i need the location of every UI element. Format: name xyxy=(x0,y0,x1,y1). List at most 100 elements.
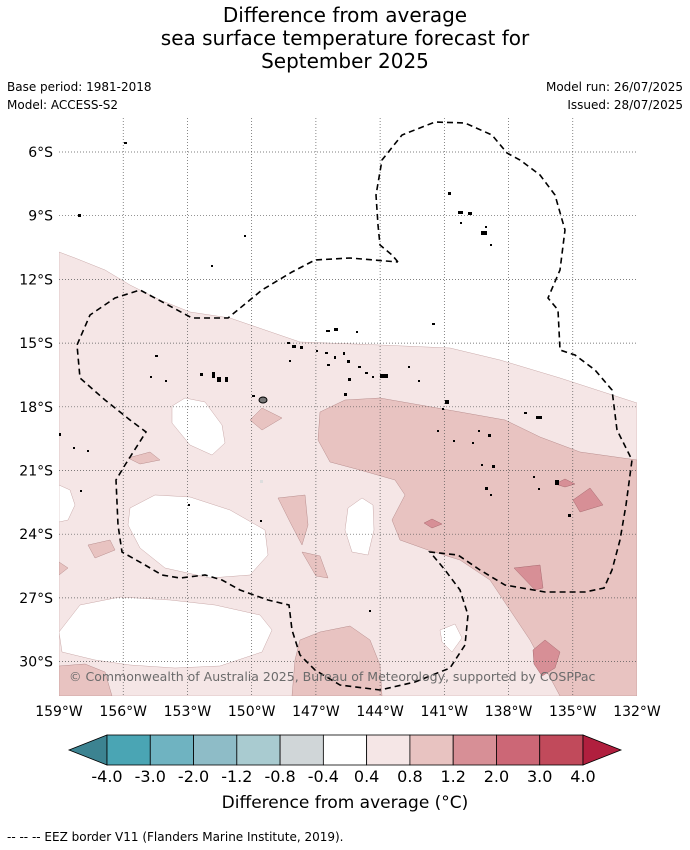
colorbar-bin xyxy=(236,734,281,766)
colorbar-tick-label: 0.8 xyxy=(397,767,422,786)
island xyxy=(73,447,75,449)
island xyxy=(453,440,455,442)
island xyxy=(538,488,540,490)
lat-tick-label: 21°S xyxy=(19,464,53,480)
lon-tick-label: 156°W xyxy=(99,704,147,720)
island xyxy=(326,330,330,332)
colorbar-tick-label: -0.4 xyxy=(308,767,339,786)
island xyxy=(418,380,420,382)
island xyxy=(344,393,347,396)
lon-tick-label: 147°W xyxy=(292,704,340,720)
lon-tick-label: 141°W xyxy=(421,704,469,720)
island xyxy=(59,433,61,436)
island xyxy=(260,480,263,483)
island xyxy=(490,244,492,246)
map-grid xyxy=(59,118,637,696)
anomaly-patch-5 xyxy=(127,451,161,465)
island xyxy=(460,222,462,224)
island xyxy=(212,372,215,378)
colorbar-bin xyxy=(409,734,454,766)
lat-tick-label: 6°S xyxy=(28,145,53,161)
island xyxy=(358,366,361,368)
island xyxy=(485,487,488,490)
island xyxy=(316,350,318,352)
anomaly-high-4 xyxy=(423,518,443,529)
lon-tick-label: 159°W xyxy=(35,704,83,720)
lat-tick-label: 15°S xyxy=(19,336,53,352)
island xyxy=(365,372,368,374)
island xyxy=(481,464,483,466)
lon-tick-label: 153°W xyxy=(164,704,212,720)
colorbar-tick-label: -1.2 xyxy=(221,767,252,786)
lat-tick-label: 9°S xyxy=(28,209,53,225)
island xyxy=(325,352,328,354)
island xyxy=(408,366,410,368)
lat-tick-label: 24°S xyxy=(19,527,53,543)
island xyxy=(200,373,203,376)
island xyxy=(369,610,371,612)
island xyxy=(437,430,439,432)
title-line-3: September 2025 xyxy=(261,49,429,73)
anomaly-hole-2 xyxy=(127,494,269,579)
lon-tick-label: 144°W xyxy=(356,704,404,720)
island xyxy=(488,434,491,437)
meta-right: Model run: 26/07/2025 Issued: 28/07/2025 xyxy=(546,78,683,114)
colorbar-bin xyxy=(496,734,541,766)
colorbar-bin xyxy=(322,734,368,766)
anomaly-patch-2 xyxy=(277,494,309,546)
anomaly-high-5 xyxy=(554,478,576,488)
island xyxy=(78,214,81,217)
island xyxy=(478,430,480,432)
island xyxy=(258,396,268,404)
colorbar-tick-label: 2.0 xyxy=(484,767,509,786)
anomaly-patch-1 xyxy=(249,407,283,431)
island xyxy=(432,323,435,325)
island xyxy=(472,442,474,444)
island xyxy=(252,395,255,397)
copyright-text: © Commonwealth of Australia 2025, Bureau… xyxy=(69,669,595,684)
island xyxy=(300,346,303,349)
island xyxy=(334,328,338,331)
colorbar: -4.0 -3.0 -2.0 -1.2 -0.8 -0.4 0.4 0.8 1.2 2.0 3.0 4… xyxy=(67,734,623,786)
sst-anomaly-field xyxy=(59,251,637,696)
island xyxy=(448,192,451,195)
island xyxy=(536,416,542,419)
title-line-1: Difference from average xyxy=(222,3,468,27)
lon-tick-label: 138°W xyxy=(485,704,533,720)
colorbar-label: Difference from average (°C) xyxy=(221,793,469,813)
islands xyxy=(59,142,571,612)
longitude-tick-labels: 159°W 156°W 153°W 150°W 147°W 144°W 141°W 138°W… xyxy=(35,704,661,720)
anomaly-hole-3 xyxy=(59,484,76,523)
island xyxy=(555,480,559,485)
island xyxy=(468,212,472,215)
colorbar-extend-high xyxy=(582,734,623,766)
island xyxy=(334,356,336,359)
meta-left: Base period: 1981-2018 Model: ACCESS-S2 xyxy=(7,78,152,114)
island xyxy=(372,376,374,378)
base-period: Base period: 1981-2018 xyxy=(7,80,152,94)
colorbar-tick-label: 1.2 xyxy=(440,767,465,786)
island xyxy=(211,265,213,267)
colorbar-tick-label: 0.4 xyxy=(354,767,379,786)
anomaly-region-mid xyxy=(317,397,637,696)
model-name: Model: ACCESS-S2 xyxy=(7,98,119,112)
colorbar-extend-low xyxy=(67,734,108,766)
anomaly-high-1 xyxy=(572,487,604,513)
island xyxy=(165,380,167,382)
island xyxy=(327,364,330,366)
anomaly-region-south xyxy=(291,625,383,696)
anomaly-high-3 xyxy=(532,639,561,677)
anomaly-region-sw xyxy=(59,663,113,696)
island xyxy=(217,377,221,382)
island xyxy=(87,450,89,452)
colorbar-bin xyxy=(452,734,497,766)
latitude-tick-labels: 6°S 9°S 12°S 15°S 18°S 21°S 24°S 27°S 30°S xyxy=(19,145,53,671)
anomaly-patch-4 xyxy=(87,539,116,559)
anomaly-hole-4 xyxy=(344,497,375,556)
island xyxy=(155,355,158,357)
island xyxy=(225,377,228,382)
colorbar-tick-label: -0.8 xyxy=(264,767,295,786)
colorbar-tick-label: -2.0 xyxy=(178,767,209,786)
lon-tick-label: 150°W xyxy=(228,704,276,720)
colorbar-bin xyxy=(366,734,411,766)
